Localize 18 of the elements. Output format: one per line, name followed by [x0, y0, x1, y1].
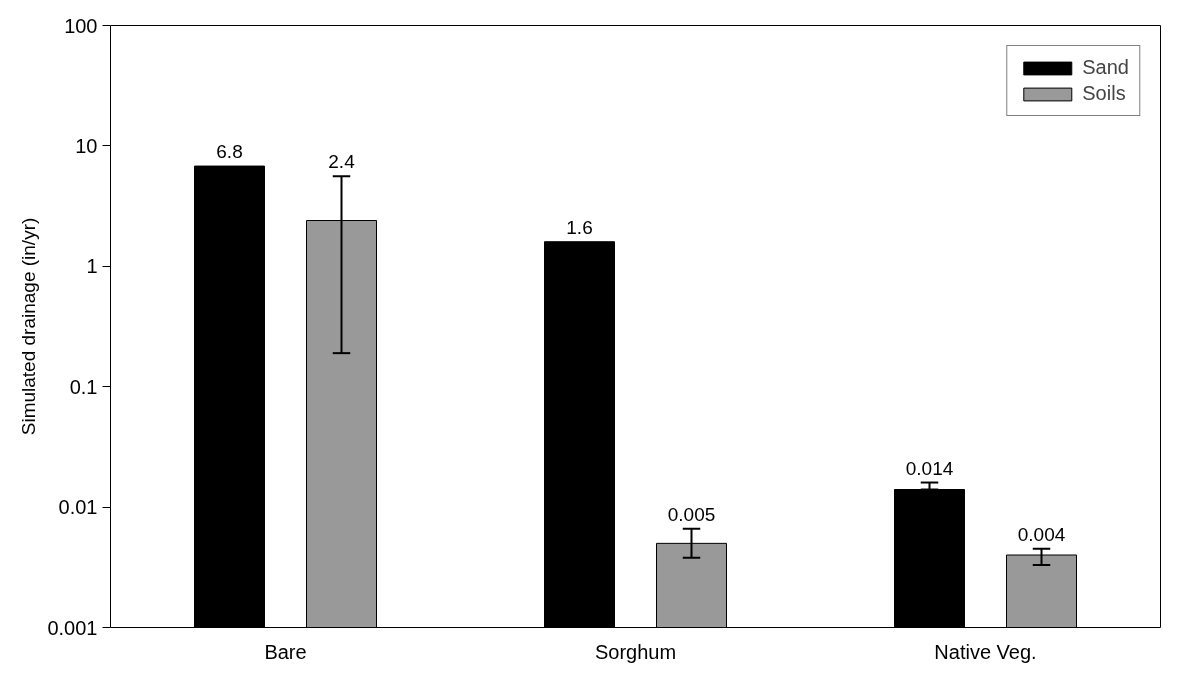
y-tick-label: 100 [64, 14, 98, 37]
x-tick-label: Sorghum [594, 640, 677, 663]
y-tick-label: 1 [86, 255, 98, 278]
data-label: 2.4 [328, 151, 356, 173]
legend-label: Sand [1082, 56, 1129, 79]
y-tick-label: 10 [75, 134, 98, 157]
data-label: 0.004 [1017, 523, 1066, 545]
y-tick-label: 0.1 [69, 375, 98, 398]
y-tick-label: 0.01 [58, 496, 98, 519]
y-tick-label: 0.001 [47, 616, 98, 639]
x-tick-label: Bare [264, 640, 307, 663]
data-label: 1.6 [566, 216, 593, 238]
data-label: 6.8 [216, 141, 243, 163]
data-label: 0.005 [667, 503, 716, 525]
x-tick-label: Native Veg. [934, 640, 1037, 663]
legend-label: Soils [1082, 82, 1126, 105]
y-axis-title: Simulated drainage (in/yr) [18, 217, 40, 436]
data-label: 0.014 [905, 457, 954, 479]
